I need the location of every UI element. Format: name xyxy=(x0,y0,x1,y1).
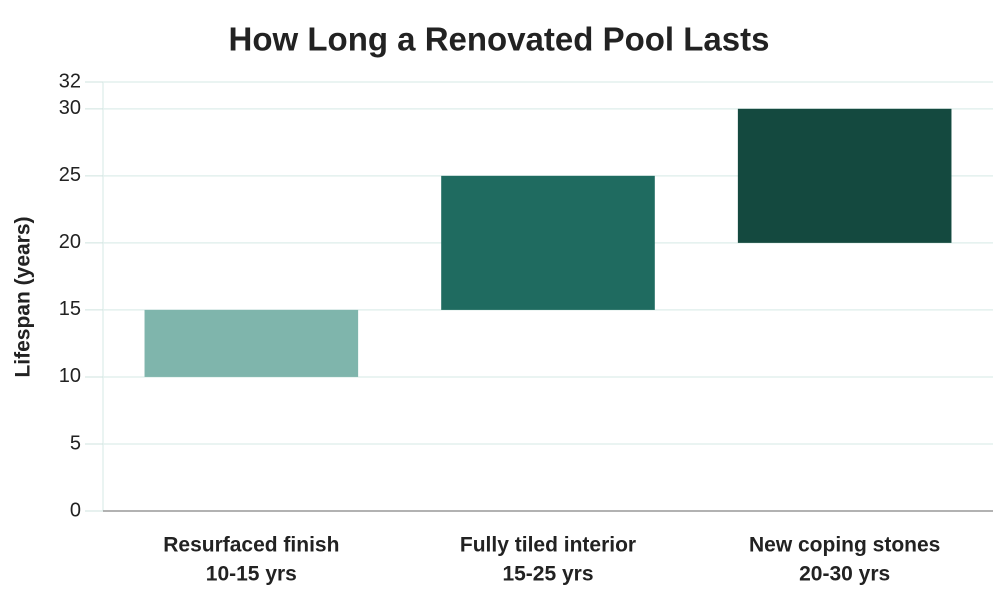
x-tick-label: Fully tiled interior xyxy=(460,534,636,557)
range-label: 10-15 yrs xyxy=(206,563,297,586)
y-tick-label: 30 xyxy=(59,97,81,119)
bar xyxy=(144,309,359,377)
y-tick-label: 15 xyxy=(59,298,81,320)
x-tick-label: Resurfaced finish xyxy=(163,534,339,557)
x-tick-label: New coping stones xyxy=(749,534,940,557)
y-tick-label: 20 xyxy=(59,231,81,253)
y-axis-label: Lifespan (years) xyxy=(12,216,35,377)
y-tick-label: 25 xyxy=(59,164,81,186)
y-tick-label: 5 xyxy=(70,432,81,454)
range-label: 20-30 yrs xyxy=(799,563,890,586)
y-tick-label: 32 xyxy=(59,70,81,92)
range-label: 15-25 yrs xyxy=(502,563,593,586)
chart-title: How Long a Renovated Pool Lasts xyxy=(229,21,770,58)
y-tick-label: 10 xyxy=(59,365,81,387)
bar xyxy=(441,175,655,310)
bar xyxy=(737,108,952,243)
y-tick-label: 0 xyxy=(70,499,81,521)
